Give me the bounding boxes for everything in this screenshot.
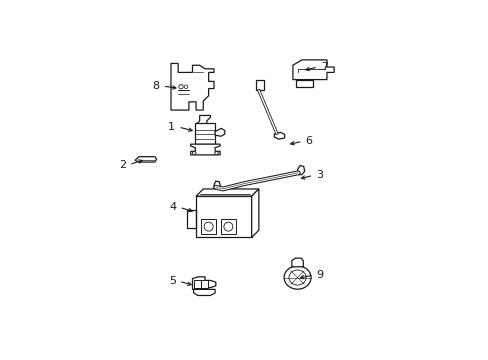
Bar: [194, 280, 201, 288]
Polygon shape: [251, 189, 258, 237]
Polygon shape: [193, 289, 215, 296]
Text: 4: 4: [169, 202, 176, 212]
Polygon shape: [190, 144, 220, 155]
Bar: [196, 196, 251, 237]
Polygon shape: [196, 116, 210, 125]
Text: 3: 3: [316, 170, 323, 180]
Bar: [201, 220, 215, 234]
Ellipse shape: [184, 85, 187, 89]
Bar: [255, 80, 263, 90]
Polygon shape: [292, 60, 333, 80]
Bar: [195, 123, 215, 144]
Polygon shape: [291, 258, 303, 267]
Ellipse shape: [284, 266, 310, 289]
Polygon shape: [171, 63, 214, 110]
Ellipse shape: [214, 152, 218, 154]
Text: 8: 8: [152, 81, 160, 91]
Ellipse shape: [224, 222, 232, 231]
Bar: [221, 220, 235, 234]
Text: 9: 9: [316, 270, 323, 280]
Bar: [201, 280, 207, 288]
Ellipse shape: [203, 222, 213, 231]
Text: 6: 6: [305, 136, 312, 146]
Polygon shape: [274, 132, 284, 139]
Polygon shape: [215, 129, 224, 136]
Polygon shape: [214, 181, 220, 190]
Polygon shape: [296, 80, 312, 87]
Text: 5: 5: [169, 276, 176, 286]
Polygon shape: [297, 166, 304, 175]
Text: 1: 1: [168, 122, 175, 132]
Ellipse shape: [192, 152, 196, 154]
Polygon shape: [135, 157, 156, 162]
Polygon shape: [192, 277, 215, 289]
Ellipse shape: [288, 270, 305, 285]
Text: 2: 2: [119, 159, 126, 170]
Ellipse shape: [179, 85, 183, 89]
Polygon shape: [196, 189, 258, 196]
Text: 7: 7: [320, 62, 327, 72]
